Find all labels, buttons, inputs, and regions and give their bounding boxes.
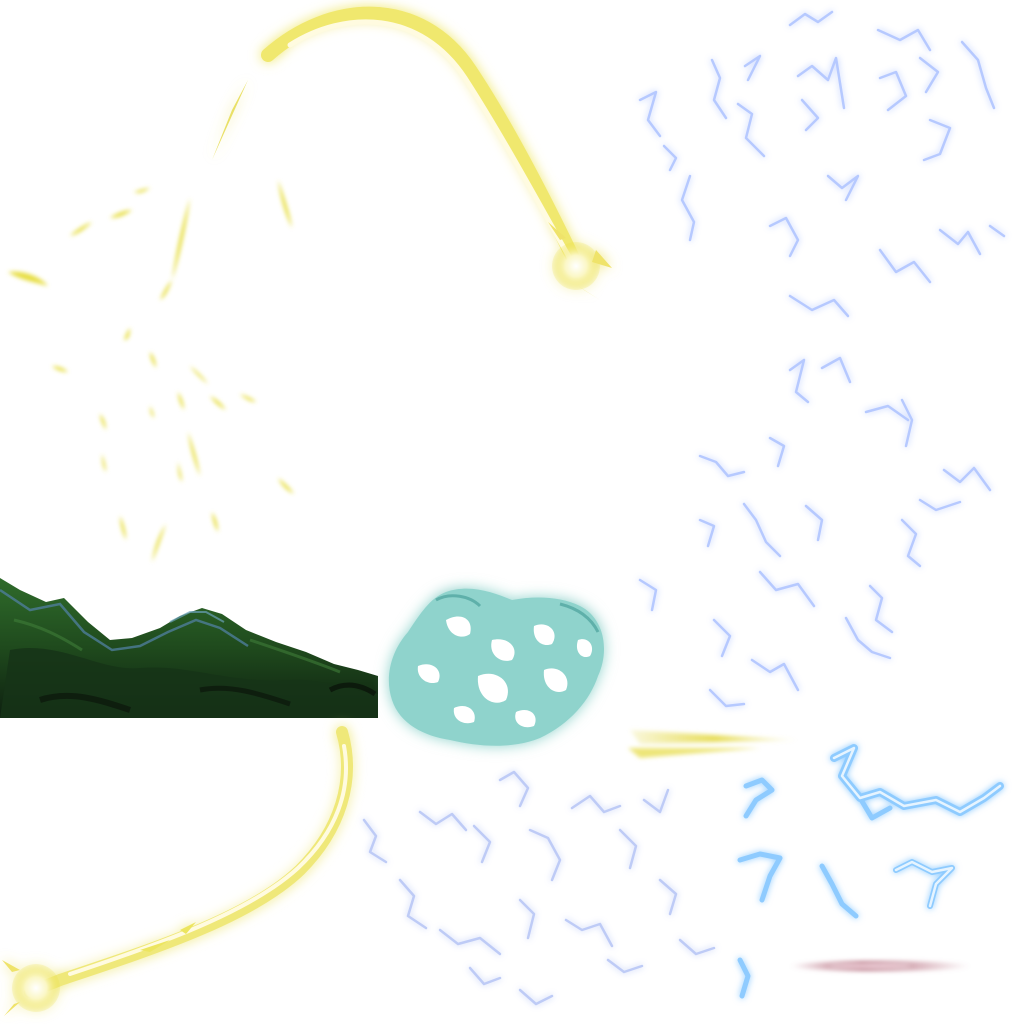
yellow-streak-sprite <box>628 730 800 758</box>
teal-energy-blob-sprite <box>388 588 604 746</box>
lightning-field-lower-sprite <box>362 770 716 1006</box>
blue-lightning-core <box>832 746 1002 908</box>
blue-lightning-bolts-sprite <box>737 744 1004 999</box>
meteor-arc-sprite <box>212 6 612 300</box>
green-hills-sprite <box>0 578 378 718</box>
golden-sparks-sprite <box>8 180 294 562</box>
pink-flare-sprite <box>790 961 970 971</box>
lightning-field-upper-sprite <box>638 10 1006 708</box>
meteor-dive-sprite <box>2 726 353 1016</box>
